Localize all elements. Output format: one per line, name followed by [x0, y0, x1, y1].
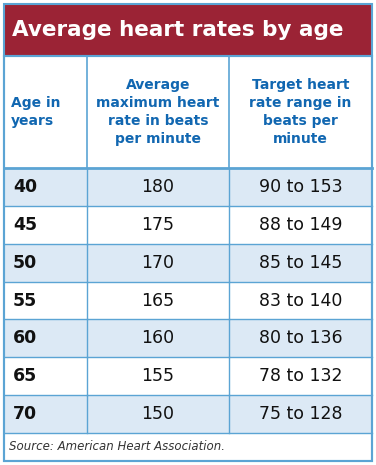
Text: 78 to 132: 78 to 132: [259, 367, 343, 385]
Bar: [4, 168, 372, 206]
Bar: [4, 206, 372, 244]
Text: 75 to 128: 75 to 128: [259, 405, 343, 423]
Bar: [4, 56, 372, 461]
Text: 70: 70: [13, 405, 37, 423]
Bar: [4, 282, 372, 319]
Text: 65: 65: [13, 367, 37, 385]
Text: 165: 165: [141, 292, 174, 310]
Text: 170: 170: [141, 253, 174, 272]
Text: Age in
years: Age in years: [11, 96, 61, 128]
Text: 60: 60: [13, 329, 37, 347]
Text: 85 to 145: 85 to 145: [259, 253, 342, 272]
Bar: [4, 244, 372, 282]
Bar: [4, 357, 372, 395]
Bar: [4, 395, 372, 433]
Text: 90 to 153: 90 to 153: [259, 178, 343, 196]
Text: 40: 40: [13, 178, 37, 196]
Text: 150: 150: [141, 405, 174, 423]
Bar: [4, 56, 372, 168]
Text: Target heart
rate range in
beats per
minute: Target heart rate range in beats per min…: [249, 78, 352, 146]
Text: 80 to 136: 80 to 136: [259, 329, 343, 347]
Bar: [4, 4, 372, 56]
Text: 83 to 140: 83 to 140: [259, 292, 342, 310]
Bar: [4, 319, 372, 357]
Text: 160: 160: [141, 329, 174, 347]
Text: 45: 45: [13, 216, 37, 234]
Text: Average
maximum heart
rate in beats
per minute: Average maximum heart rate in beats per …: [96, 78, 220, 146]
Bar: [4, 433, 372, 461]
Text: 55: 55: [13, 292, 37, 310]
Text: 155: 155: [141, 367, 174, 385]
Text: Source: American Heart Association.: Source: American Heart Association.: [9, 440, 225, 453]
Text: 180: 180: [141, 178, 174, 196]
Text: 175: 175: [141, 216, 174, 234]
Text: Average heart rates by age: Average heart rates by age: [12, 20, 344, 40]
Text: 50: 50: [13, 253, 37, 272]
Text: 88 to 149: 88 to 149: [259, 216, 343, 234]
